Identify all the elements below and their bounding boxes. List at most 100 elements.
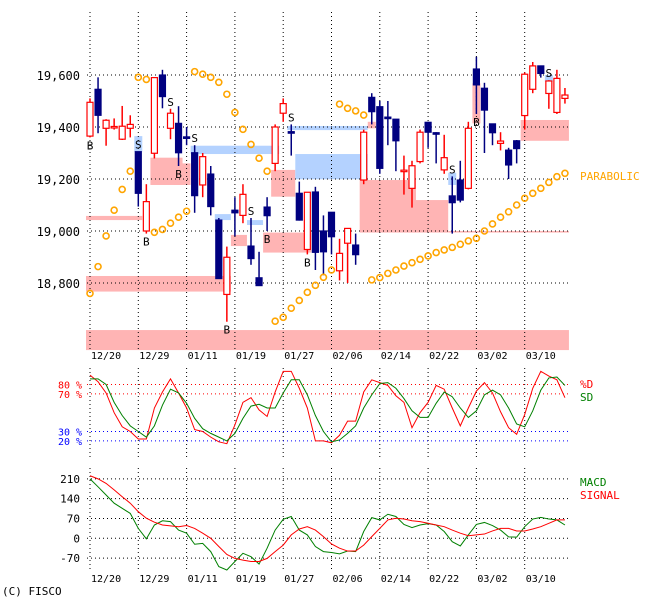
parabolic-point	[327, 266, 336, 274]
sell-signal-label: S	[248, 205, 255, 218]
macd-tick-label: 0	[73, 532, 80, 545]
date-label: 01/19	[236, 351, 266, 362]
sell-signal-label: S	[546, 67, 553, 80]
candle-up	[360, 131, 368, 181]
candle-up	[440, 157, 448, 171]
parabolic-point	[287, 304, 296, 313]
date-label: 01/27	[284, 351, 314, 362]
date-label: 12/20	[91, 351, 121, 362]
parabolic-point	[182, 207, 191, 216]
parabolic-point	[424, 252, 432, 260]
price-tick-label: 19,600	[37, 69, 80, 83]
legend-stochastic: %D	[580, 378, 593, 391]
sell-signal-label: S	[288, 111, 295, 124]
parabolic-point	[94, 262, 102, 271]
parabolic-point	[255, 154, 263, 162]
buy-zone	[367, 121, 376, 129]
parabolic-point	[134, 73, 143, 82]
parabolic-point	[166, 219, 175, 227]
candle-up	[416, 131, 424, 163]
buy-signal-label: B	[264, 233, 271, 246]
parabolic-point	[553, 172, 561, 181]
buy-zone	[86, 275, 231, 292]
date-label: 02/22	[429, 574, 459, 585]
parabolic-point	[561, 169, 569, 178]
candle-down	[392, 118, 400, 142]
buy-signal-label: B	[304, 256, 311, 269]
parabolic-point	[319, 273, 328, 282]
candle-down	[231, 209, 239, 214]
parabolic-point	[520, 194, 529, 203]
parabolic-point	[512, 201, 521, 209]
parabolic-point	[215, 78, 223, 87]
legend-macd: MACD	[580, 476, 607, 489]
parabolic-point	[247, 140, 255, 149]
candle-up	[408, 165, 416, 189]
parabolic-point	[456, 240, 465, 249]
sell-signal-label: S	[449, 163, 456, 176]
price-tick-label: 19,200	[37, 173, 80, 187]
candle-up	[303, 191, 311, 251]
date-label: 01/19	[236, 574, 266, 585]
buy-signal-label: B	[473, 116, 480, 129]
candle-down	[255, 277, 263, 287]
sell-zone	[287, 125, 368, 131]
buy-signal-label: B	[224, 324, 231, 337]
parabolic-point	[142, 75, 151, 84]
sell-zone	[295, 154, 368, 180]
stochastic-level-label: 20 %	[58, 437, 82, 448]
date-label: 01/11	[188, 351, 218, 362]
candle-up	[150, 76, 158, 154]
parabolic-point	[440, 246, 449, 254]
buy-zone	[263, 232, 312, 253]
candle-up	[271, 126, 279, 165]
parabolic-point	[351, 107, 360, 115]
parabolic-point	[464, 237, 473, 245]
sell-zone	[190, 145, 280, 155]
macd-tick-label: -70	[60, 552, 80, 565]
parabolic-point	[408, 258, 416, 267]
candle-up	[464, 127, 472, 189]
price-tick-label: 19,400	[37, 121, 80, 135]
candle-down	[134, 151, 142, 194]
candle-down	[448, 195, 456, 204]
candle-up	[102, 119, 110, 129]
candle-down	[295, 192, 303, 221]
parabolic-point	[504, 207, 513, 216]
sell-signal-label: S	[167, 96, 174, 109]
candle-up	[126, 123, 134, 129]
candle-up	[166, 112, 175, 129]
candle-down	[456, 179, 464, 201]
parabolic-point	[198, 70, 207, 79]
legend-stochastic: SD	[580, 391, 593, 404]
candle-up	[223, 256, 231, 296]
candle-up	[239, 193, 247, 216]
parabolic-point	[536, 184, 545, 193]
parabolic-point	[190, 67, 199, 76]
candle-down	[319, 230, 328, 253]
sell-zone	[134, 136, 143, 152]
date-label: 03/02	[477, 351, 507, 362]
parabolic-point	[375, 273, 384, 282]
candle-down	[480, 87, 489, 111]
candle-down	[384, 116, 392, 120]
candle-down	[432, 132, 440, 135]
parabolic-point	[343, 104, 352, 113]
date-label: 01/27	[284, 574, 314, 585]
parabolic-point	[174, 213, 183, 222]
candle-up	[279, 102, 287, 114]
price-tick-label: 19,000	[37, 225, 80, 239]
date-label: 12/20	[91, 574, 121, 585]
date-label: 01/11	[188, 574, 218, 585]
copyright-label: (C) FISCO	[2, 585, 62, 598]
parabolic-point	[359, 111, 368, 119]
parabolic-point	[118, 185, 126, 194]
parabolic-point	[150, 228, 159, 237]
candle-up	[496, 140, 505, 144]
date-label: 02/06	[333, 574, 363, 585]
candle-up	[118, 125, 126, 140]
parabolic-point	[472, 234, 481, 243]
parabolic-point	[545, 178, 553, 187]
candle-down	[207, 173, 215, 208]
parabolic-point	[279, 313, 288, 322]
